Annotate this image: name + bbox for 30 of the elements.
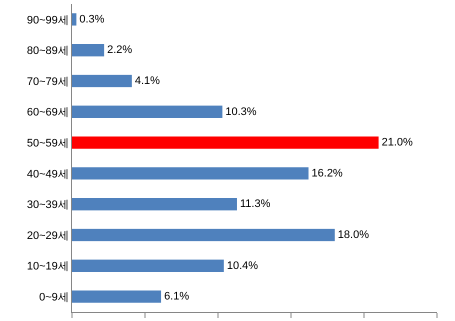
data-label: 0.3% — [79, 13, 105, 26]
y-tick-label: 80~89세 — [26, 45, 69, 58]
bar — [72, 13, 76, 26]
bar — [72, 167, 309, 180]
y-tick-label: 90~99세 — [26, 14, 69, 26]
bar — [72, 74, 132, 88]
data-label: 18.0% — [338, 229, 370, 241]
y-tick-label: 0~9세 — [39, 291, 69, 304]
data-label: 21.0% — [382, 136, 414, 149]
y-tick-label: 20~29세 — [26, 230, 69, 242]
y-tick-label: 60~69세 — [26, 106, 69, 119]
y-tick-label: 70~79세 — [26, 76, 69, 88]
bar — [72, 44, 104, 56]
data-label: 16.2% — [312, 167, 343, 180]
bar — [72, 136, 379, 149]
y-tick-label: 10~19세 — [26, 260, 69, 273]
y-tick-label: 50~59세 — [26, 137, 69, 150]
data-label: 4.1% — [134, 75, 160, 87]
bar — [72, 228, 335, 242]
y-tick-label: 40~49세 — [26, 168, 69, 180]
data-label: 10.4% — [226, 260, 258, 272]
bar — [72, 290, 162, 303]
bar — [72, 198, 237, 210]
data-label: 6.1% — [164, 290, 190, 303]
bar — [72, 260, 224, 272]
data-label: 2.2% — [107, 44, 132, 56]
y-tick-label: 30~39세 — [26, 199, 69, 212]
data-label: 11.3% — [240, 198, 271, 210]
bar — [72, 106, 222, 118]
data-label: 10.3% — [225, 106, 257, 118]
